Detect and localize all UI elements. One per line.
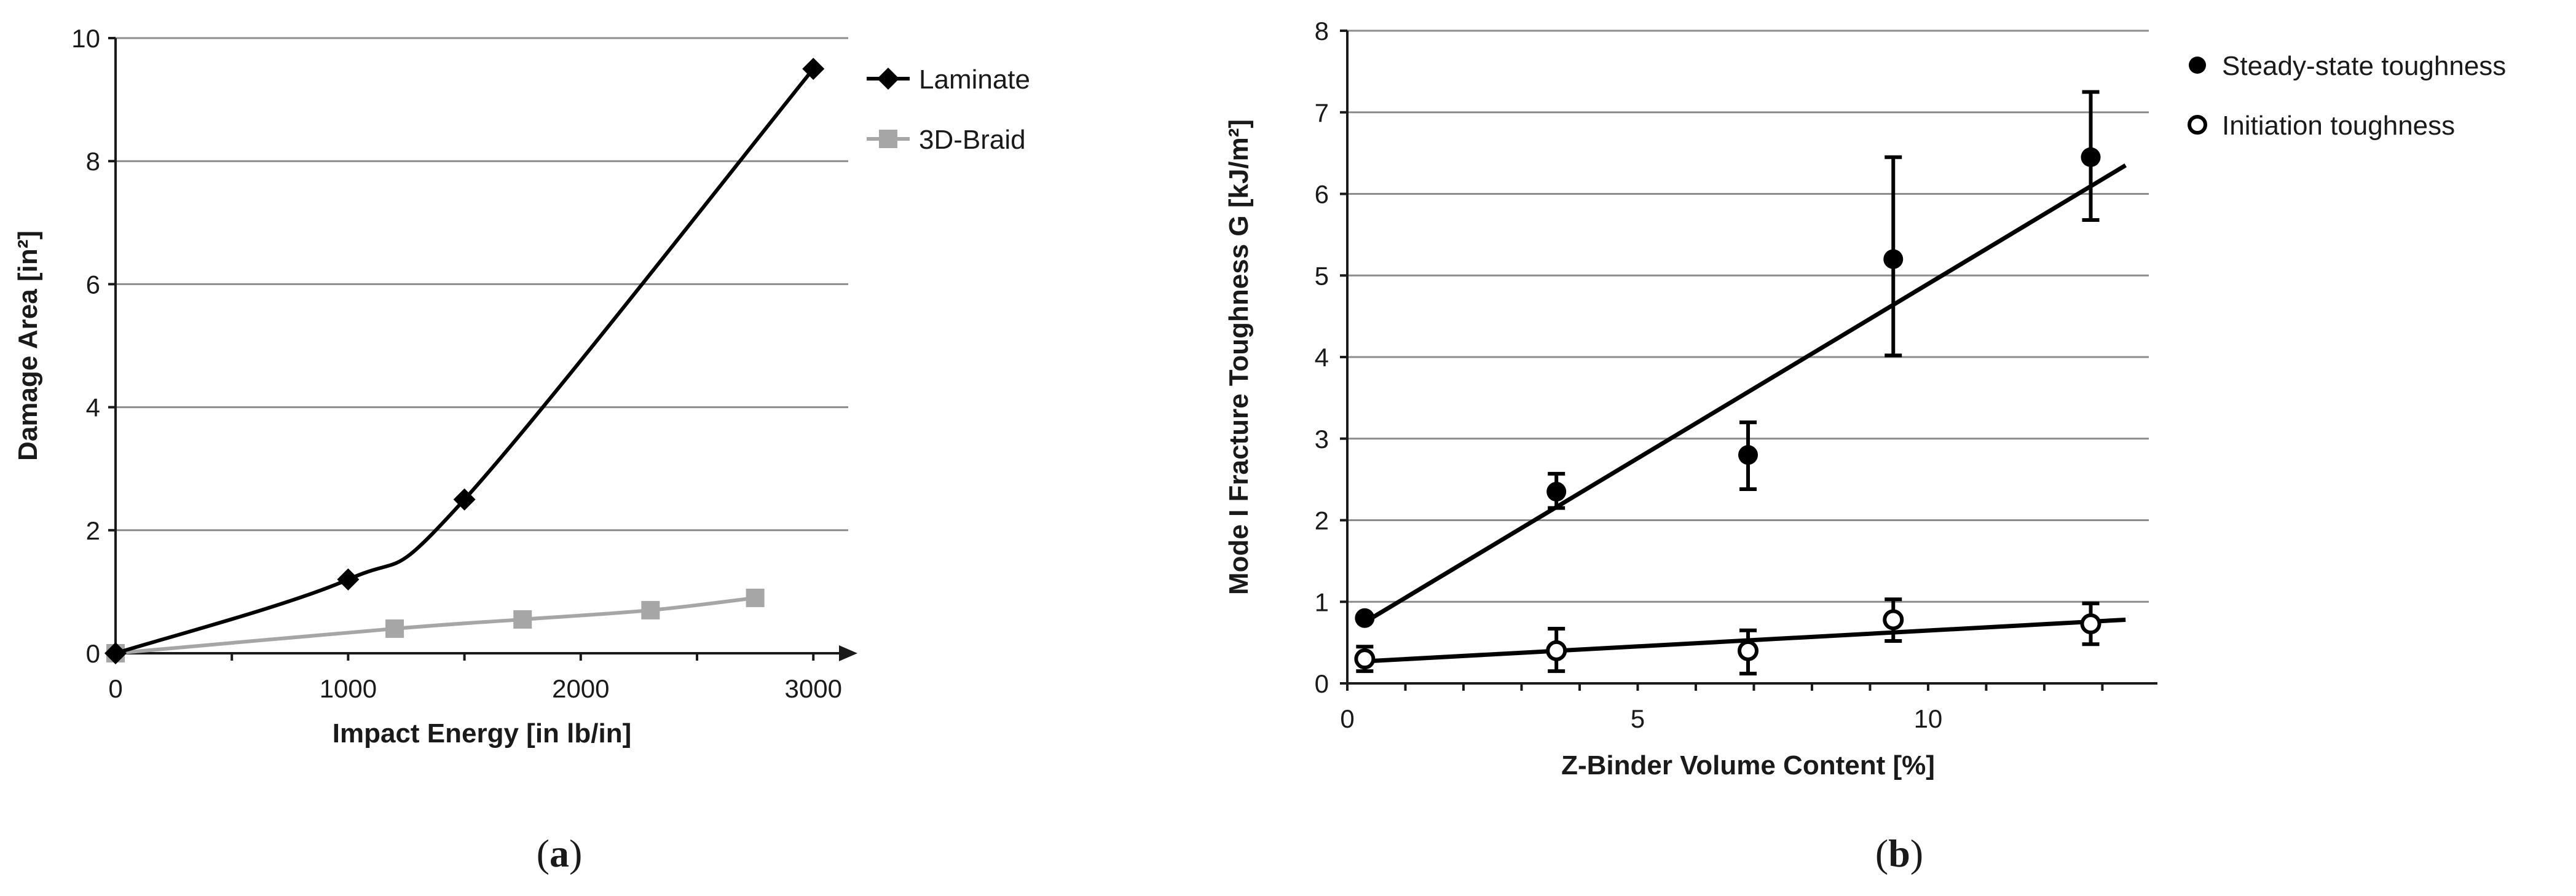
data-point-3d-braid: [513, 610, 532, 629]
legend-marker-steady-state: [2189, 57, 2206, 74]
y-tick-label: 10: [71, 24, 100, 53]
trend-line-steady-state-toughness: [1363, 163, 2127, 624]
data-point-3d-braid: [746, 588, 765, 607]
x-tick-label: 10: [1914, 704, 1943, 733]
x-axis-title: Impact Energy [in lb/in]: [333, 718, 632, 749]
y-tick-label: 6: [86, 270, 100, 299]
legend: Laminate 3D-Braid: [867, 65, 1030, 155]
legend-marker-3d-braid: [879, 130, 897, 148]
y-tick-label: 7: [1315, 98, 1329, 127]
gridlines: [116, 37, 848, 532]
legend-marker-initiation: [2188, 115, 2207, 135]
chart-panel-a: 0 2 4 6 8 10 0 1000 2000 3000 Impact Energy [in l…: [13, 24, 1030, 875]
y-tick-label: 8: [1315, 17, 1329, 45]
y-tick-label: 3: [1315, 425, 1329, 454]
panel-label-b: (b): [1875, 831, 1923, 875]
y-axis-title: Damage Area [in²]: [13, 230, 43, 461]
y-tick-label: 5: [1315, 261, 1329, 290]
data-point-laminate: [453, 488, 476, 511]
gridlines: [1347, 29, 2149, 603]
legend-label-steady-state: Steady-state toughness: [2222, 51, 2506, 81]
data-point-steady-state-toughness: [2081, 147, 2101, 167]
axes: [1340, 29, 2157, 691]
y-tick-label: 1: [1315, 588, 1329, 616]
x-tick-label: 5: [1631, 704, 1645, 733]
x-tick-label: 1000: [320, 674, 377, 703]
x-axis-title: Z-Binder Volume Content [%]: [1561, 750, 1935, 780]
data-point-3d-braid: [641, 600, 660, 619]
y-tick-label: 2: [86, 516, 100, 545]
legend-label-laminate: Laminate: [919, 65, 1030, 95]
data-point-steady-state-toughness: [1883, 249, 1904, 269]
legend-label-3d-braid: 3D-Braid: [919, 125, 1026, 155]
data-point-laminate: [337, 568, 360, 591]
y-tick-label: 4: [1315, 343, 1329, 372]
x-axis-arrow: [839, 645, 857, 661]
data-point-initiation-toughness: [1354, 648, 1376, 670]
tick-labels: 0 2 4 6 8 10 0 1000 2000 3000: [71, 24, 842, 703]
data-point-laminate: [802, 58, 825, 81]
data-point-initiation-toughness: [1546, 640, 1567, 661]
y-tick-label: 8: [86, 147, 100, 176]
data-point-laminate: [104, 642, 127, 664]
data-point-steady-state-toughness: [1738, 445, 1758, 465]
y-tick-label: 2: [1315, 506, 1329, 535]
data-point-initiation-toughness: [1883, 609, 1904, 631]
y-tick-label: 0: [1315, 669, 1329, 698]
x-tick-label: 2000: [552, 674, 609, 703]
legend: Steady-state toughness Initiation toughn…: [2188, 51, 2506, 141]
data-point-initiation-toughness: [1738, 640, 1759, 661]
panel-label-a: (a): [537, 831, 583, 875]
data-point-3d-braid: [385, 619, 404, 638]
trend-lines: [1363, 163, 2127, 664]
y-tick-label: 4: [86, 393, 100, 422]
tick-labels: 0 1 2 3 4 5 6 7 8 0 5 10: [1315, 17, 1943, 733]
series-line-3d-braid: [115, 595, 755, 655]
data-points: [1354, 147, 2101, 670]
y-axis-title: Mode I Fracture Toughness G [kJ/m²]: [1224, 119, 1254, 595]
trend-line-initiation-toughness: [1365, 617, 2126, 664]
data-point-initiation-toughness: [2080, 613, 2101, 635]
y-tick-label: 0: [86, 639, 100, 668]
data-point-steady-state-toughness: [1355, 608, 1375, 628]
y-tick-label: 6: [1315, 180, 1329, 209]
data-point-steady-state-toughness: [1546, 482, 1567, 502]
x-tick-label: 3000: [785, 674, 842, 703]
axes: [108, 37, 857, 661]
legend-marker-laminate: [877, 68, 899, 90]
series-line-laminate: [115, 68, 815, 655]
legend-label-initiation: Initiation toughness: [2222, 111, 2455, 141]
x-tick-label: 0: [1340, 704, 1354, 733]
data-series: [104, 58, 825, 664]
chart-panel-b: 0 1 2 3 4 5 6 7 8 0 5 10 Z-Binder Volume Content [%…: [1224, 17, 2506, 875]
x-tick-label: 0: [108, 674, 122, 703]
